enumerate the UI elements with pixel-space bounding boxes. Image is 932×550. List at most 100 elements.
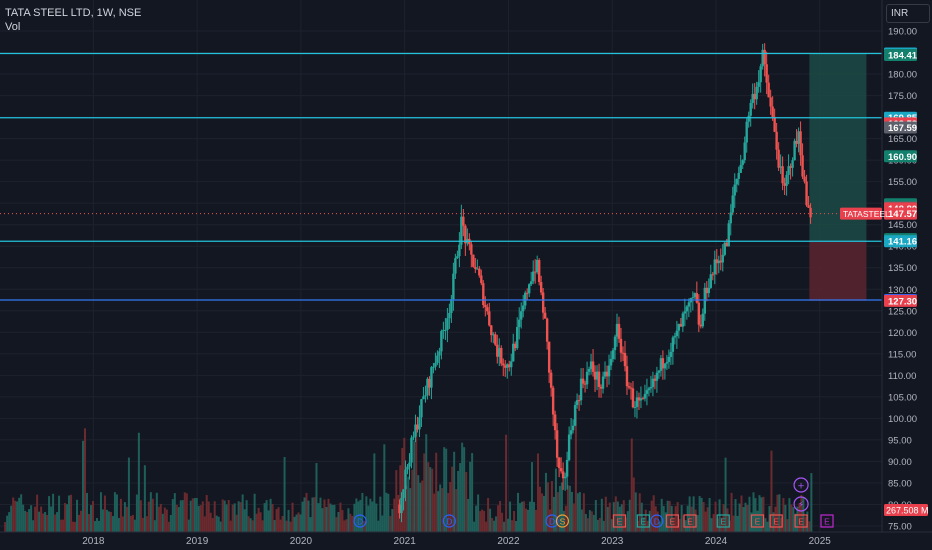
candle-body [607,365,611,377]
candle-body [428,378,431,388]
candle-body [795,140,798,144]
volume-bar [489,508,492,532]
volume-bar [305,492,308,532]
candle-body [771,106,774,118]
volume-bar [690,506,693,532]
volume-bar [501,512,504,532]
candle-body [735,178,738,185]
volume-bar [137,432,140,532]
volume-bar [630,438,633,532]
plus-icon [793,477,809,493]
candle-body [545,318,549,342]
volume-bar [724,457,727,532]
volume-bar [580,509,583,532]
volume-bar [391,509,394,532]
volume-bar [461,442,464,532]
volume-bar [688,496,691,532]
volume-legend-label: Vol [5,21,21,33]
event-marker [545,514,559,528]
volume-bar [315,463,318,532]
volume-bar [770,450,773,532]
y-tick-label: 85.00 [888,478,912,489]
volume-series [4,410,813,532]
volume-bar [487,497,490,532]
volume-bar [696,515,699,532]
volume-bar [105,509,108,532]
volume-bar [241,494,244,532]
volume-bar [20,494,23,532]
volume-bar [708,498,711,532]
volume-bar [776,494,779,532]
event-marker-letter: D [654,517,660,527]
candle-body [765,64,768,83]
volume-bar [6,515,9,532]
volume-bar [371,501,374,532]
volume-bar [74,521,77,532]
volume-bar [131,514,134,532]
candle-body [474,266,477,269]
volume-bar [379,496,382,532]
volume-bar [339,502,342,532]
candle-body [809,207,812,218]
candle-body [789,166,792,168]
candle-body [807,205,810,208]
volume-bar [507,518,510,532]
volume-bar [423,453,426,532]
volume-bar [672,517,675,532]
candle-body [462,216,465,226]
candle-body [553,414,557,431]
candle-body [707,287,710,294]
volume-bar [62,519,65,532]
volume-bar [435,452,438,532]
volume-bar [271,503,274,532]
candle-body [775,131,778,150]
candle-body [655,372,659,381]
candle-body [611,350,615,360]
volume-bar [576,493,579,532]
volume-bar [564,505,567,532]
volume-bar [796,506,799,532]
candle-body [725,242,728,247]
volume-bar [44,512,47,532]
x-tick-label: 2018 [82,536,105,547]
candle-body [575,400,579,406]
volume-bar [125,506,128,532]
candle-body [476,268,479,270]
volume-bar [64,503,67,532]
volume-bar [453,451,456,532]
volume-bar [385,492,388,532]
volume-bar [602,520,605,532]
lightning-icon-glyph: ⚡ [798,501,804,511]
volume-bar [359,499,362,532]
volume-bar [329,503,332,532]
volume-bar [197,505,200,532]
volume-bar [201,501,204,532]
volume-bar [203,516,206,532]
volume-bar [82,440,85,532]
currency-button[interactable]: INR [886,4,930,23]
volume-bar [155,492,158,532]
volume-bar [542,495,545,532]
candle-body [741,160,744,165]
volume-bar [730,492,733,532]
volume-bar [515,521,518,532]
volume-bar [107,511,110,532]
candle-body [438,351,441,356]
volume-bar [433,493,436,532]
volume-bar [141,517,144,532]
volume-bar [227,499,230,532]
volume-bar [76,499,79,532]
volume-bar [780,517,783,532]
volume-bar [668,500,671,532]
y-tick-label: 125.00 [888,306,917,317]
candle-body [657,370,661,373]
stop-zone [809,241,867,301]
candle-body [617,323,621,339]
price-tag [884,207,917,220]
volume-bar [249,518,252,532]
volume-bar [89,505,92,532]
volume-bar [209,512,212,532]
candle-body [531,271,535,282]
volume-bar [253,493,256,532]
